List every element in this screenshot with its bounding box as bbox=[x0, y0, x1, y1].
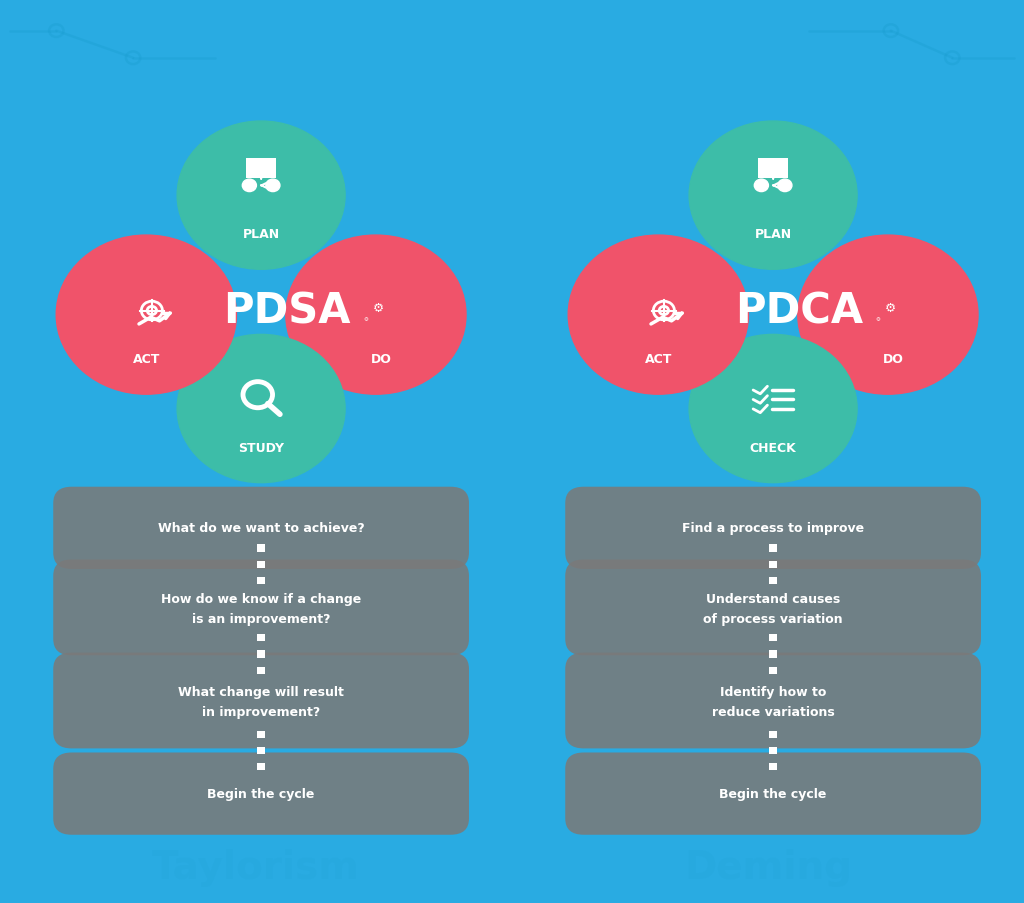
Text: PDSA: PDSA bbox=[223, 290, 350, 332]
Polygon shape bbox=[179, 256, 204, 278]
Polygon shape bbox=[172, 336, 183, 346]
Text: of process variation: of process variation bbox=[703, 612, 843, 626]
FancyBboxPatch shape bbox=[257, 763, 265, 770]
Text: CHECK: CHECK bbox=[750, 441, 797, 454]
Text: Find a process to improve: Find a process to improve bbox=[682, 522, 864, 535]
Circle shape bbox=[568, 236, 749, 395]
Polygon shape bbox=[283, 383, 293, 392]
Text: PLAN: PLAN bbox=[755, 228, 792, 241]
Text: ⚙: ⚙ bbox=[885, 302, 896, 314]
Polygon shape bbox=[216, 372, 241, 394]
Circle shape bbox=[689, 335, 857, 483]
Polygon shape bbox=[691, 256, 716, 278]
Text: reduce variations: reduce variations bbox=[712, 705, 835, 719]
Polygon shape bbox=[218, 230, 229, 239]
FancyBboxPatch shape bbox=[257, 666, 265, 674]
FancyBboxPatch shape bbox=[53, 560, 469, 656]
Polygon shape bbox=[329, 267, 340, 277]
Text: ACT: ACT bbox=[645, 352, 672, 366]
Polygon shape bbox=[803, 229, 826, 251]
Polygon shape bbox=[795, 383, 805, 392]
FancyBboxPatch shape bbox=[565, 753, 981, 835]
FancyBboxPatch shape bbox=[769, 731, 777, 738]
Text: Deming: Deming bbox=[684, 848, 852, 886]
Text: in improvement?: in improvement? bbox=[202, 705, 321, 719]
FancyBboxPatch shape bbox=[769, 666, 777, 674]
Text: DO: DO bbox=[883, 352, 903, 366]
Polygon shape bbox=[291, 229, 314, 251]
FancyBboxPatch shape bbox=[565, 653, 981, 749]
Text: PLAN: PLAN bbox=[243, 228, 280, 241]
Text: DO: DO bbox=[371, 352, 391, 366]
FancyBboxPatch shape bbox=[769, 577, 777, 584]
Polygon shape bbox=[327, 334, 351, 356]
Polygon shape bbox=[728, 372, 753, 394]
FancyBboxPatch shape bbox=[257, 577, 265, 584]
Circle shape bbox=[778, 180, 792, 192]
FancyBboxPatch shape bbox=[759, 159, 787, 179]
Circle shape bbox=[177, 335, 345, 483]
FancyBboxPatch shape bbox=[53, 488, 469, 570]
FancyBboxPatch shape bbox=[769, 634, 777, 641]
Text: ACT: ACT bbox=[133, 352, 160, 366]
Circle shape bbox=[286, 236, 466, 395]
Text: Identify how to: Identify how to bbox=[720, 685, 826, 698]
Text: is an improvement?: is an improvement? bbox=[191, 612, 331, 626]
Text: Understand causes: Understand causes bbox=[706, 592, 841, 605]
FancyBboxPatch shape bbox=[257, 634, 265, 641]
Text: ⚙: ⚙ bbox=[876, 317, 881, 321]
Circle shape bbox=[56, 236, 237, 395]
Text: What do we want to achieve?: What do we want to achieve? bbox=[158, 522, 365, 535]
Polygon shape bbox=[684, 336, 695, 346]
FancyBboxPatch shape bbox=[769, 763, 777, 770]
FancyBboxPatch shape bbox=[53, 753, 469, 835]
FancyBboxPatch shape bbox=[257, 731, 265, 738]
Text: ⚙: ⚙ bbox=[373, 302, 384, 314]
FancyBboxPatch shape bbox=[565, 560, 981, 656]
Text: STUDY: STUDY bbox=[239, 441, 284, 454]
Circle shape bbox=[243, 180, 256, 192]
Circle shape bbox=[798, 236, 978, 395]
Circle shape bbox=[755, 180, 768, 192]
Text: Taylorism: Taylorism bbox=[152, 848, 360, 886]
FancyBboxPatch shape bbox=[257, 747, 265, 754]
FancyBboxPatch shape bbox=[769, 650, 777, 657]
FancyBboxPatch shape bbox=[769, 747, 777, 754]
FancyBboxPatch shape bbox=[769, 561, 777, 568]
FancyBboxPatch shape bbox=[247, 159, 275, 179]
Text: Begin the cycle: Begin the cycle bbox=[720, 787, 826, 800]
FancyBboxPatch shape bbox=[565, 488, 981, 570]
Text: Begin the cycle: Begin the cycle bbox=[208, 787, 314, 800]
FancyBboxPatch shape bbox=[257, 545, 265, 552]
Polygon shape bbox=[839, 334, 863, 356]
Circle shape bbox=[177, 122, 345, 270]
Text: ⚙: ⚙ bbox=[364, 317, 369, 321]
FancyBboxPatch shape bbox=[53, 653, 469, 749]
Polygon shape bbox=[730, 230, 741, 239]
Polygon shape bbox=[841, 267, 852, 277]
Text: PDCA: PDCA bbox=[734, 290, 863, 332]
Circle shape bbox=[266, 180, 280, 192]
Text: What change will result: What change will result bbox=[178, 685, 344, 698]
Circle shape bbox=[689, 122, 857, 270]
FancyBboxPatch shape bbox=[257, 650, 265, 657]
FancyBboxPatch shape bbox=[769, 545, 777, 552]
Text: How do we know if a change: How do we know if a change bbox=[161, 592, 361, 605]
FancyBboxPatch shape bbox=[257, 561, 265, 568]
